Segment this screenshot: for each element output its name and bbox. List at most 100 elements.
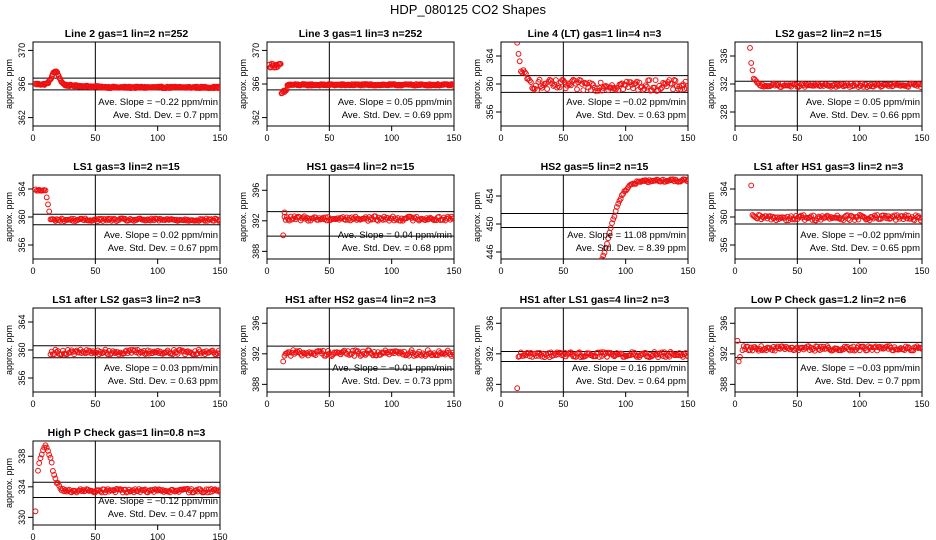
data-point [902, 212, 909, 219]
data-point [544, 86, 550, 92]
data-point [907, 215, 914, 222]
data-point [217, 350, 220, 356]
data-point [589, 80, 595, 87]
data-point [332, 216, 339, 223]
chart-title: HS2 gas=5 lin=2 n=15 [541, 161, 649, 173]
data-points [280, 347, 454, 365]
data-point [426, 215, 433, 222]
data-point [657, 86, 664, 92]
x-tick-label: 50 [792, 133, 802, 143]
data-point [599, 256, 605, 259]
data-point [323, 351, 330, 358]
data-point [747, 45, 753, 51]
data-point [683, 85, 688, 92]
data-point [652, 77, 659, 83]
data-point [597, 265, 602, 270]
data-point [33, 508, 39, 515]
y-axis-label: approx. ppm [706, 325, 716, 375]
data-point [46, 452, 53, 458]
x-tick-label: 100 [384, 133, 399, 143]
std-dev-annotation: Ave. Std. Dev. = 0.7 ppm [113, 110, 218, 121]
data-point [919, 215, 922, 221]
data-point [431, 217, 438, 224]
data-point [919, 81, 922, 88]
x-tick-label: 100 [852, 266, 867, 276]
chart-panel: HS2 gas=5 lin=2 n=15 Ave. Slope = 11.08 p… [472, 161, 696, 282]
data-points [748, 182, 922, 224]
data-point [917, 84, 922, 90]
data-point [319, 215, 325, 222]
std-dev-annotation: Ave. Std. Dev. = 0.47 ppm [108, 509, 218, 520]
data-point [215, 347, 220, 354]
chart-title: HS1 after HS2 gas=4 lin=2 n=3 [285, 294, 436, 306]
data-point [735, 337, 741, 344]
data-point [534, 87, 541, 93]
y-tick-label: 332 [719, 76, 729, 91]
y-tick-label: 360 [719, 209, 729, 224]
x-tick-label: 0 [732, 266, 737, 276]
data-point [594, 85, 600, 92]
data-point [617, 195, 624, 202]
data-point [327, 352, 334, 359]
data-point [677, 86, 684, 93]
data-point [791, 216, 798, 223]
data-point [437, 349, 444, 356]
x-tick-label: 50 [792, 399, 802, 409]
data-point [451, 351, 454, 358]
data-point [597, 79, 604, 86]
data-point [644, 83, 650, 90]
data-point [396, 350, 403, 357]
x-tick-label: 50 [792, 266, 802, 276]
data-point [538, 83, 544, 90]
data-point [516, 353, 523, 360]
data-points [280, 209, 454, 239]
data-point [588, 277, 593, 282]
slope-annotation: Ave. Slope = 0.05 ppm/min [806, 97, 920, 108]
data-point [215, 487, 220, 494]
data-point [917, 345, 922, 351]
data-points [735, 337, 922, 365]
data-point [35, 467, 41, 474]
y-tick-label: 370 [17, 43, 27, 58]
data-point [642, 82, 649, 89]
std-dev-annotation: Ave. Std. Dev. = 0.63 ppm [108, 376, 218, 387]
chart-panel: LS1 after HS1 gas=3 lin=2 n=3 Ave. Slope … [706, 161, 930, 276]
data-point [48, 459, 55, 466]
y-tick-label: 356 [485, 104, 495, 119]
data-point [595, 88, 602, 94]
y-axis-label: approx. ppm [4, 325, 14, 375]
chart-panel: Line 2 gas=1 lin=2 n=252 Ave. Slope = −0.… [4, 28, 228, 143]
plot-frame [500, 174, 689, 260]
slope-annotation: Ave. Slope = −0.03 ppm/min [800, 363, 920, 374]
data-point [650, 352, 656, 359]
data-point [47, 76, 54, 83]
y-tick-label: 364 [17, 181, 27, 196]
x-tick-label: 100 [618, 266, 633, 276]
x-tick-label: 150 [212, 532, 227, 540]
data-point [668, 81, 675, 87]
data-point [280, 358, 287, 365]
data-point [104, 351, 111, 358]
data-point [543, 351, 549, 358]
y-tick-label: 392 [485, 346, 495, 361]
x-tick-label: 150 [446, 266, 461, 276]
data-point [553, 77, 559, 83]
data-point [143, 217, 150, 224]
x-tick-label: 100 [852, 133, 867, 143]
data-point [515, 51, 522, 57]
data-point [615, 200, 622, 207]
data-point [451, 215, 454, 221]
data-point [102, 346, 109, 353]
chart-title: LS2 gas=2 lin=2 n=15 [775, 28, 882, 40]
y-tick-label: 356 [17, 370, 27, 385]
std-dev-annotation: Ave. Std. Dev. = 8.39 ppm [576, 243, 686, 254]
data-point [370, 352, 376, 359]
data-point [773, 344, 779, 351]
y-tick-label: 336 [719, 48, 729, 63]
chart-title: LS1 gas=3 lin=2 n=15 [73, 161, 180, 173]
data-point [646, 77, 653, 83]
data-point [808, 213, 814, 220]
data-point [748, 182, 755, 189]
chart-title: LS1 after LS2 gas=3 lin=2 n=3 [52, 294, 201, 306]
y-tick-label: 362 [251, 110, 261, 125]
